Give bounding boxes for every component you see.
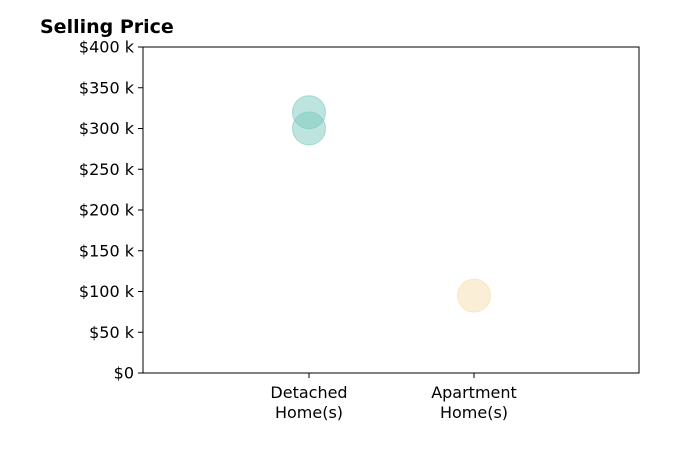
- x-tick-label-0: Detached Home(s): [270, 383, 347, 422]
- data-point-2: [457, 278, 491, 313]
- plot-frame: [142, 46, 640, 374]
- data-point-1: [292, 111, 326, 146]
- y-tick-label-3: $150 k: [79, 241, 135, 260]
- y-tick-label-4: $200 k: [79, 201, 135, 220]
- chart-title: Selling Price: [40, 16, 174, 38]
- y-tick-label-6: $300 k: [79, 119, 135, 138]
- x-tick-label-1: Apartment Home(s): [431, 383, 517, 422]
- y-tick-label-5: $250 k: [79, 160, 135, 179]
- y-tick-label-8: $400 k: [79, 38, 135, 57]
- y-tick-label-1: $50 k: [89, 323, 135, 342]
- y-tick-label-0: $0: [114, 364, 134, 383]
- y-tick-label-7: $350 k: [79, 78, 135, 97]
- y-tick-label-2: $100 k: [79, 282, 135, 301]
